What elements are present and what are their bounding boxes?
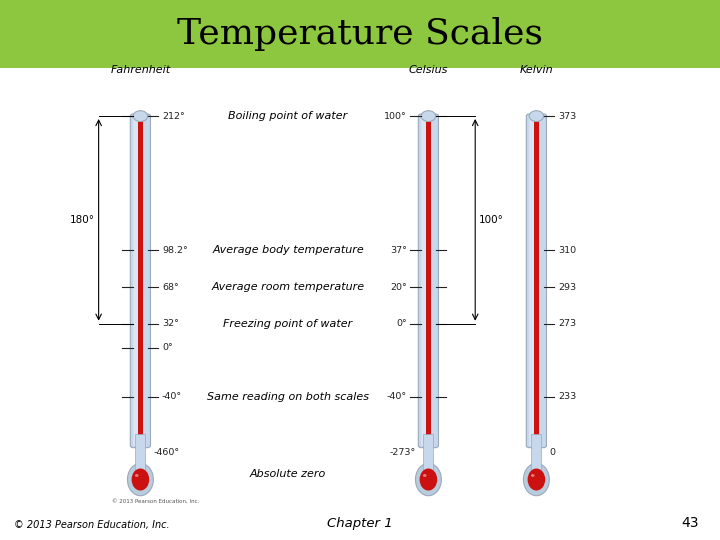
FancyBboxPatch shape — [531, 434, 541, 480]
FancyBboxPatch shape — [529, 116, 534, 446]
Bar — [534, 114, 539, 455]
Text: 273: 273 — [558, 319, 576, 328]
Text: Celsius: Celsius — [409, 64, 448, 75]
Text: 100°: 100° — [384, 112, 407, 120]
Text: Same reading on both scales: Same reading on both scales — [207, 392, 369, 402]
FancyBboxPatch shape — [135, 434, 145, 480]
FancyBboxPatch shape — [133, 116, 138, 446]
Ellipse shape — [529, 111, 544, 122]
Text: 68°: 68° — [162, 282, 179, 292]
Text: 37°: 37° — [390, 246, 407, 255]
Text: 233: 233 — [558, 392, 576, 401]
Text: Fahrenheit: Fahrenheit — [110, 64, 171, 75]
Ellipse shape — [133, 111, 148, 122]
Text: © 2013 Pearson Education, Inc.: © 2013 Pearson Education, Inc. — [112, 498, 199, 503]
Bar — [138, 114, 143, 455]
Ellipse shape — [132, 469, 149, 490]
Text: Boiling point of water: Boiling point of water — [228, 111, 348, 121]
Text: -273°: -273° — [390, 448, 415, 457]
FancyBboxPatch shape — [130, 114, 150, 448]
Text: Average room temperature: Average room temperature — [212, 282, 364, 292]
Text: 0°: 0° — [162, 343, 173, 353]
FancyBboxPatch shape — [526, 114, 546, 448]
Text: 100°: 100° — [479, 215, 504, 225]
Text: Absolute zero: Absolute zero — [250, 469, 326, 479]
Ellipse shape — [528, 469, 545, 490]
Text: 0: 0 — [549, 448, 555, 457]
Ellipse shape — [523, 463, 549, 496]
Ellipse shape — [531, 474, 534, 477]
Ellipse shape — [421, 111, 436, 122]
Text: 0°: 0° — [396, 319, 407, 328]
Text: Freezing point of water: Freezing point of water — [223, 319, 353, 329]
Text: Temperature Scales: Temperature Scales — [177, 17, 543, 51]
Text: -40°: -40° — [387, 392, 407, 401]
Text: 32°: 32° — [162, 319, 179, 328]
Text: Kelvin: Kelvin — [520, 64, 553, 75]
Text: -40°: -40° — [162, 392, 182, 401]
Bar — [426, 114, 431, 455]
Text: 180°: 180° — [69, 215, 94, 225]
Ellipse shape — [127, 463, 153, 496]
Text: 43: 43 — [681, 516, 698, 530]
FancyBboxPatch shape — [423, 434, 433, 480]
Text: -460°: -460° — [153, 448, 179, 457]
Ellipse shape — [135, 474, 138, 477]
Text: 293: 293 — [558, 282, 576, 292]
Text: © 2013 Pearson Education, Inc.: © 2013 Pearson Education, Inc. — [14, 520, 170, 530]
Ellipse shape — [423, 474, 426, 477]
FancyBboxPatch shape — [418, 114, 438, 448]
Bar — [0, 0, 720, 68]
Ellipse shape — [415, 463, 441, 496]
Text: 98.2°: 98.2° — [162, 246, 188, 255]
Text: 373: 373 — [558, 112, 576, 120]
Text: 212°: 212° — [162, 112, 185, 120]
Ellipse shape — [420, 469, 437, 490]
Text: Average body temperature: Average body temperature — [212, 246, 364, 255]
Text: 310: 310 — [558, 246, 576, 255]
FancyBboxPatch shape — [421, 116, 426, 446]
Text: Chapter 1: Chapter 1 — [327, 517, 393, 530]
Text: 20°: 20° — [390, 282, 407, 292]
